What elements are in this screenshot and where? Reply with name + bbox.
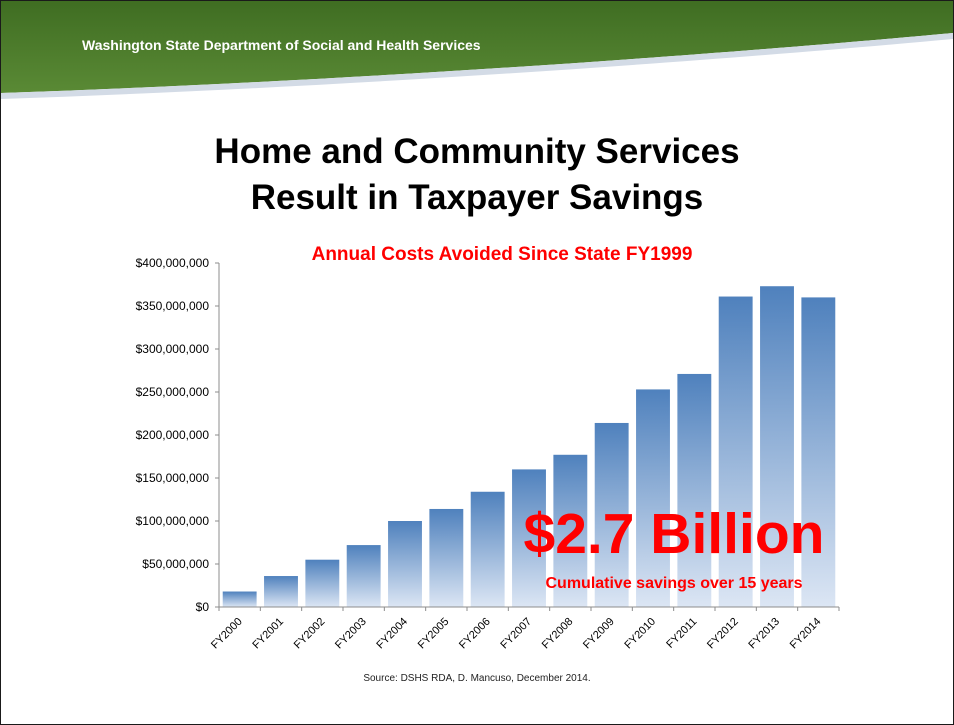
chart-title: Annual Costs Avoided Since State FY1999 (311, 244, 693, 265)
x-tick-label: FY2010 (622, 616, 658, 652)
page-title: Home and Community Services Result in Ta… (1, 129, 953, 221)
bar (388, 521, 422, 607)
organization-name: Washington State Department of Social an… (82, 37, 481, 53)
x-tick-label: FY2012 (705, 616, 741, 652)
x-tick-label: FY2013 (746, 616, 782, 652)
title-line-2: Result in Taxpayer Savings (250, 178, 704, 217)
title-line-1: Home and Community Services (214, 132, 740, 171)
x-tick-label: FY2002 (292, 616, 328, 652)
y-tick-label: $250,000,000 (136, 385, 210, 399)
x-tick-label: FY2014 (788, 616, 824, 652)
y-tick-label: $300,000,000 (136, 342, 210, 356)
bar (346, 545, 381, 607)
y-tick-label: $50,000,000 (142, 557, 209, 571)
y-tick-label: $350,000,000 (136, 299, 210, 313)
bar (264, 576, 298, 607)
bar (718, 296, 753, 607)
y-tick-label: $150,000,000 (136, 471, 210, 485)
x-tick-label: FY2001 (250, 616, 286, 652)
y-tick-label: $0 (196, 600, 210, 614)
x-tick-label: FY2011 (664, 616, 699, 651)
bar (760, 286, 794, 607)
header-banner (1, 1, 953, 99)
x-tick-label: FY2004 (374, 616, 410, 652)
x-tick-label: FY2003 (333, 616, 369, 652)
bar (222, 591, 257, 607)
bar (553, 454, 588, 607)
bar-chart: $0 $50,000,000 $100,000,000 $150,000,000 $20… (136, 256, 840, 652)
cumulative-savings-value: $2.7 Billion (523, 502, 825, 566)
x-tick-label: FY2007 (498, 616, 534, 652)
bar (305, 559, 340, 607)
bar (429, 508, 464, 607)
bar (470, 491, 505, 607)
bar (594, 422, 629, 607)
y-tick-label: $200,000,000 (136, 428, 210, 442)
source-note: Source: DSHS RDA, D. Mancuso, December 2… (363, 673, 591, 684)
x-tick-label: FY2009 (581, 616, 617, 652)
x-tick-label: FY2005 (416, 616, 452, 652)
cumulative-savings-caption: Cumulative savings over 15 years (545, 575, 803, 592)
bar (677, 373, 712, 607)
x-tick-label: FY2000 (209, 616, 245, 652)
y-tick-label: $100,000,000 (136, 514, 210, 528)
x-tick-label: FY2008 (540, 616, 576, 652)
bar (801, 297, 836, 607)
y-tick-label: $400,000,000 (136, 256, 210, 270)
bar (512, 469, 546, 607)
bar (636, 389, 670, 607)
x-tick-label: FY2006 (457, 616, 493, 652)
